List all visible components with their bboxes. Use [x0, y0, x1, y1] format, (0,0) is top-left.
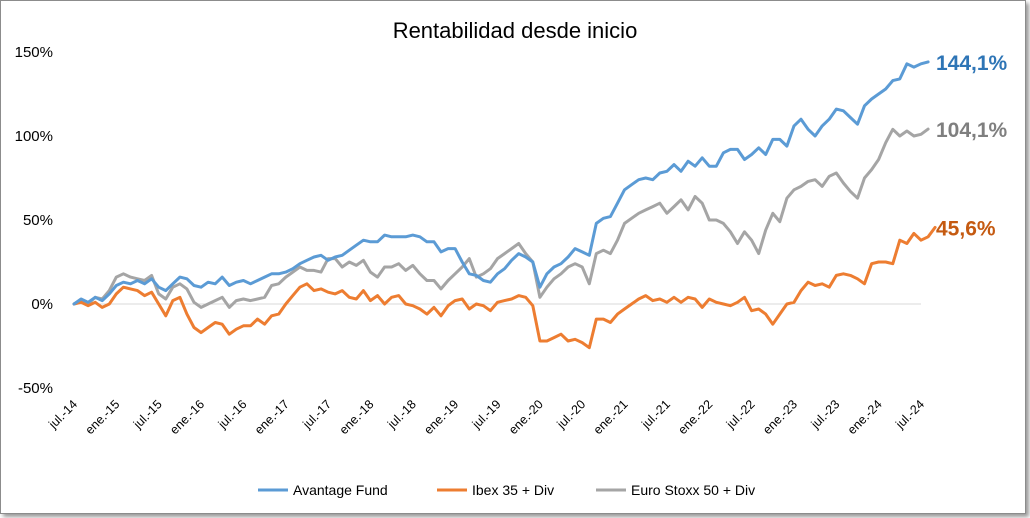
- y-axis: 150% 100% 50% 0% -50%: [15, 44, 53, 397]
- x-tick-label: ene.-21: [591, 397, 631, 437]
- y-tick-label: 150%: [15, 44, 53, 61]
- legend-label-0: Avantage Fund: [293, 482, 388, 498]
- x-tick-label: ene.-20: [506, 397, 546, 437]
- y-tick-label: -50%: [18, 380, 53, 397]
- x-tick-label: jul.-23: [808, 397, 843, 432]
- x-tick-label: jul.-14: [45, 397, 80, 432]
- x-tick-label: jul.-17: [300, 397, 335, 432]
- x-tick-label: ene.-17: [252, 397, 292, 437]
- series-line-0: [72, 60, 930, 306]
- series-line-1: [72, 225, 937, 350]
- x-tick-label: jul.-16: [215, 397, 250, 432]
- series-line-2: [72, 127, 930, 309]
- y-tick-label: 50%: [23, 212, 53, 229]
- end-label-0: 144,1%: [936, 52, 1008, 75]
- x-tick-label: ene.-18: [337, 397, 377, 437]
- x-tick-label: jul.-24: [892, 397, 927, 432]
- x-tick-label: ene.-15: [83, 397, 123, 437]
- x-tick-label: jul.-15: [130, 397, 165, 432]
- x-tick-label: jul.-21: [638, 397, 673, 432]
- end-label-1: 45,6%: [936, 217, 996, 240]
- x-tick-label: jul.-18: [384, 397, 419, 432]
- x-tick-label: ene.-24: [845, 397, 885, 437]
- x-tick-label: ene.-22: [675, 397, 715, 437]
- x-tick-label: ene.-16: [167, 397, 207, 437]
- x-tick-label: jul.-19: [469, 397, 504, 432]
- y-tick-label: 100%: [15, 128, 53, 145]
- chart-title: Rentabilidad desde inicio: [393, 18, 638, 43]
- x-tick-label: jul.-20: [554, 397, 589, 432]
- x-tick-label: jul.-22: [723, 397, 758, 432]
- end-labels: 144,1% 45,6% 104,1%: [936, 52, 1008, 240]
- end-label-2: 104,1%: [936, 119, 1008, 142]
- x-axis: jul.-14 ene.-15 jul.-15 ene.-16 jul.-16 ene.-…: [45, 397, 927, 437]
- legend: Avantage Fund Ibex 35 + Div Euro Stoxx 50 …: [258, 482, 755, 498]
- y-tick-label: 0%: [31, 296, 53, 313]
- x-tick-label: ene.-23: [760, 397, 800, 437]
- plot-area: [72, 60, 937, 350]
- legend-label-1: Ibex 35 + Div: [472, 482, 554, 498]
- legend-label-2: Euro Stoxx 50 + Div: [631, 482, 755, 498]
- x-tick-label: ene.-19: [421, 397, 461, 437]
